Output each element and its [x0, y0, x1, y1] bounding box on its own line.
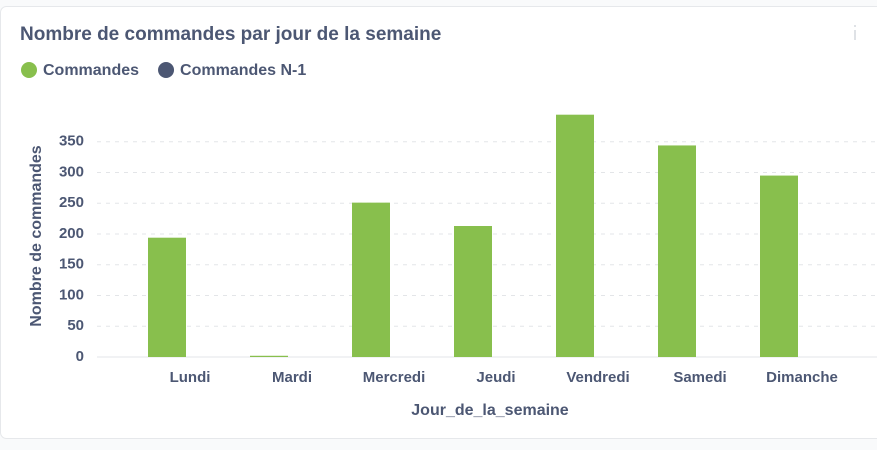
chart-title: Nombre de commandes par jour de la semai… — [20, 24, 441, 45]
y-axis-label: Nombre de commandes — [28, 145, 45, 326]
legend-label: Commandes N-1 — [180, 62, 306, 79]
bar — [250, 355, 288, 357]
x-tick-label: Mardi — [272, 369, 312, 386]
x-tick-label: Dimanche — [766, 369, 838, 386]
bar — [352, 202, 390, 357]
x-tick-label: Samedi — [673, 369, 726, 386]
x-tick-label: Vendredi — [566, 369, 629, 386]
bar — [658, 145, 696, 357]
y-tick-label: 250 — [59, 194, 84, 211]
y-tick-label: 150 — [59, 256, 84, 273]
legend-swatch — [158, 62, 175, 78]
legend-label: Commandes — [43, 62, 139, 79]
y-tick-label: 50 — [67, 317, 84, 334]
y-tick-label: 100 — [59, 286, 84, 303]
y-tick-label: 350 — [59, 133, 84, 150]
card — [0, 6, 877, 439]
bar — [556, 114, 594, 357]
bar — [148, 237, 186, 357]
x-tick-label: Lundi — [170, 369, 211, 386]
y-tick-label: 200 — [59, 225, 84, 242]
x-tick-label: Jeudi — [476, 369, 515, 386]
bar — [454, 226, 492, 357]
bar — [760, 175, 798, 357]
legend-swatch — [21, 62, 37, 78]
y-tick-label: 0 — [76, 348, 84, 365]
y-tick-label: 300 — [59, 163, 84, 180]
x-tick-label: Mercredi — [363, 369, 426, 386]
x-axis-label: Jour_de_la_semaine — [411, 402, 569, 419]
